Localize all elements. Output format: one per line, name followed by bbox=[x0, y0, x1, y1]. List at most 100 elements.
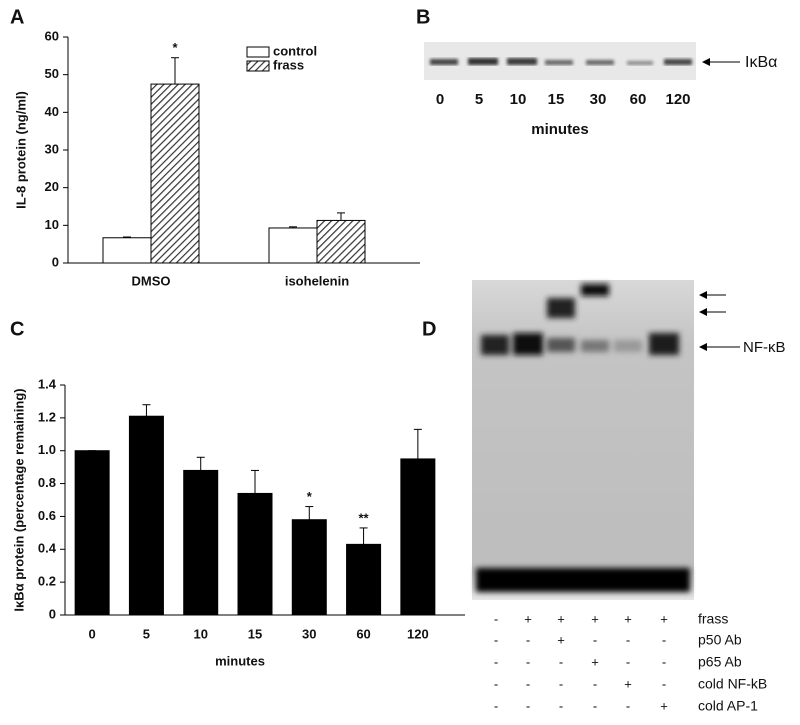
gel-band bbox=[614, 340, 642, 352]
condition-sign: + bbox=[591, 654, 599, 669]
condition-label: frass bbox=[698, 611, 728, 627]
y-tick-label: 40 bbox=[45, 104, 59, 119]
condition-sign: - bbox=[526, 632, 530, 647]
condition-sign: - bbox=[593, 698, 597, 713]
x-axis-label: minutes bbox=[531, 121, 589, 138]
y-tick-label: 0.2 bbox=[38, 574, 56, 589]
x-tick-label: 30 bbox=[302, 626, 316, 641]
annotation: * bbox=[172, 40, 178, 55]
y-tick-label: 60 bbox=[45, 28, 59, 43]
x-tick-label: 5 bbox=[143, 626, 150, 641]
bar bbox=[291, 519, 327, 616]
condition-sign: - bbox=[559, 654, 563, 669]
lane-label: 0 bbox=[436, 91, 444, 108]
y-tick-label: 0.8 bbox=[38, 475, 56, 490]
gel-band bbox=[547, 298, 575, 318]
panel-letter: D bbox=[422, 318, 436, 340]
condition-label: cold NF-kB bbox=[698, 676, 767, 692]
lane-label: 10 bbox=[510, 91, 527, 108]
lane-label: 60 bbox=[630, 91, 647, 108]
bar bbox=[346, 543, 382, 616]
bar bbox=[183, 469, 219, 616]
condition-label: p50 Ab bbox=[698, 632, 742, 648]
bar bbox=[74, 450, 110, 616]
condition-label: cold AP-1 bbox=[698, 698, 758, 714]
condition-sign: - bbox=[494, 698, 498, 713]
condition-sign: + bbox=[660, 698, 668, 713]
legend-label: control bbox=[273, 43, 317, 58]
gel-band bbox=[649, 333, 679, 355]
y-tick-label: 1.0 bbox=[38, 442, 56, 457]
condition-sign: - bbox=[626, 632, 630, 647]
y-tick-label: 0 bbox=[49, 606, 56, 621]
y-tick-label: 1.2 bbox=[38, 409, 56, 424]
blot-band bbox=[545, 60, 573, 65]
condition-sign: + bbox=[557, 611, 565, 626]
x-tick-label: 60 bbox=[356, 626, 370, 641]
lane-label: 15 bbox=[548, 91, 565, 108]
free-probe bbox=[476, 568, 690, 592]
condition-sign: - bbox=[559, 676, 563, 691]
y-tick-label: 0.4 bbox=[38, 541, 57, 556]
x-tick-label: 10 bbox=[193, 626, 207, 641]
condition-label: p65 Ab bbox=[698, 654, 742, 670]
condition-sign: - bbox=[526, 698, 530, 713]
gel-band bbox=[581, 284, 609, 296]
lane-label: 30 bbox=[590, 91, 607, 108]
annotation: * bbox=[307, 489, 313, 504]
condition-sign: + bbox=[660, 611, 668, 626]
condition-sign: - bbox=[526, 676, 530, 691]
gel-band bbox=[547, 338, 575, 352]
legend-swatch bbox=[246, 46, 270, 58]
gel-band bbox=[581, 340, 609, 352]
condition-sign: + bbox=[557, 632, 565, 647]
arrowhead bbox=[699, 308, 707, 316]
blot-band bbox=[586, 60, 614, 65]
y-tick-label: 0 bbox=[52, 254, 59, 269]
gel-d: NF-κB bbox=[472, 280, 786, 600]
condition-sign: + bbox=[624, 676, 632, 691]
blot-band bbox=[430, 59, 458, 65]
lane-label: 120 bbox=[665, 91, 690, 108]
condition-sign: + bbox=[624, 611, 632, 626]
blot-band bbox=[468, 58, 498, 65]
arrowhead bbox=[699, 291, 707, 299]
condition-sign: - bbox=[626, 698, 630, 713]
arrowhead bbox=[702, 58, 710, 66]
bar bbox=[150, 83, 200, 264]
condition-sign: - bbox=[626, 654, 630, 669]
lane-label: 5 bbox=[475, 91, 483, 108]
condition-sign: - bbox=[662, 676, 666, 691]
legend-label: frass bbox=[273, 57, 304, 72]
annotation: ** bbox=[359, 510, 370, 525]
y-tick-label: 1.4 bbox=[38, 376, 57, 391]
y-tick-label: 20 bbox=[45, 179, 59, 194]
blot-band bbox=[507, 58, 537, 65]
y-tick-label: 50 bbox=[45, 66, 59, 81]
condition-sign: - bbox=[494, 676, 498, 691]
x-tick-label: 0 bbox=[89, 626, 96, 641]
arrowhead bbox=[699, 343, 707, 351]
x-tick-label: 15 bbox=[248, 626, 262, 641]
blot-band bbox=[627, 61, 653, 65]
panel-letter: A bbox=[10, 6, 24, 28]
bar bbox=[400, 458, 436, 616]
condition-sign: + bbox=[591, 611, 599, 626]
y-tick-label: 10 bbox=[45, 217, 59, 232]
gel bbox=[472, 280, 694, 600]
y-tick-label: 30 bbox=[45, 141, 59, 156]
condition-sign: - bbox=[494, 654, 498, 669]
blot-label: IκBα bbox=[745, 54, 777, 71]
condition-sign: - bbox=[494, 632, 498, 647]
blot-b: IκBα minutes bbox=[424, 42, 777, 138]
condition-sign: - bbox=[662, 632, 666, 647]
condition-sign: - bbox=[559, 698, 563, 713]
bar bbox=[128, 415, 164, 616]
gel-band bbox=[513, 333, 543, 355]
x-tick-label: DMSO bbox=[132, 273, 171, 288]
x-tick-label: isohelenin bbox=[285, 273, 349, 288]
condition-sign: - bbox=[662, 654, 666, 669]
bar bbox=[316, 219, 366, 264]
y-axis-label: IκBα protein (percentage remaining) bbox=[11, 388, 26, 611]
